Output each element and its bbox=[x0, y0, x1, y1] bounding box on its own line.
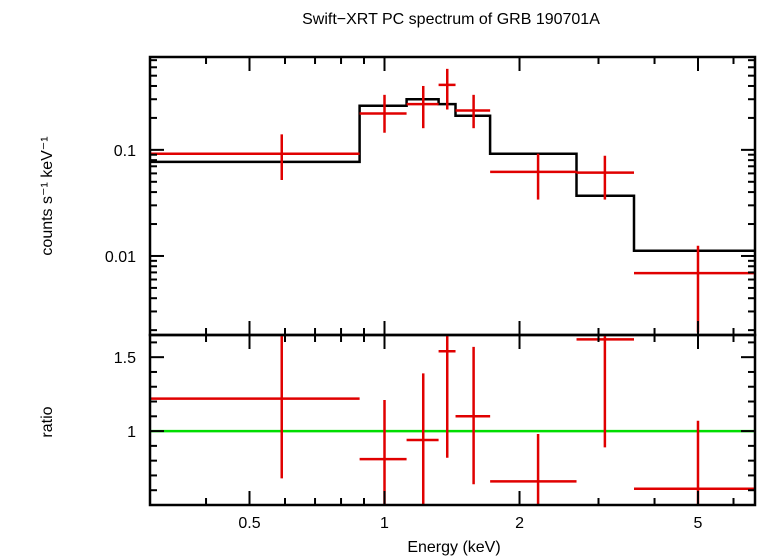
y-tick-label: 0.01 bbox=[105, 249, 136, 266]
ratio-data-point-3 bbox=[406, 373, 439, 505]
spectrum-y-axis-label: counts s⁻¹ keV⁻¹ bbox=[39, 136, 56, 255]
model-step-line bbox=[150, 97, 755, 253]
y-tick-label: 1 bbox=[127, 424, 136, 441]
ratio-data-point-6 bbox=[490, 434, 577, 505]
ratio-data-point-5 bbox=[455, 346, 491, 485]
ratio-data-point-2 bbox=[359, 400, 407, 505]
spectrum-data-point-1 bbox=[150, 134, 360, 180]
spectrum-data-point-5 bbox=[455, 94, 491, 129]
spectrum-panel: 0.1 0.01 bbox=[105, 55, 757, 337]
x-tick-label: 2 bbox=[515, 515, 524, 532]
spectrum-data-point-8 bbox=[634, 245, 755, 333]
y-tick-label: 1.5 bbox=[114, 350, 136, 367]
spectrum-data-point-2 bbox=[359, 94, 407, 133]
x-tick-label: 0.5 bbox=[238, 515, 260, 532]
panel-frame bbox=[148, 333, 757, 507]
x-axis-label: Energy (keV) bbox=[407, 539, 500, 556]
spectrum-data-point-3 bbox=[406, 85, 439, 129]
ratio-data-point-7 bbox=[576, 335, 635, 448]
y-tick-label: 0.1 bbox=[114, 143, 136, 160]
ratio-data-point-8 bbox=[634, 420, 755, 505]
spectrum-data-point-4 bbox=[438, 68, 456, 110]
ratio-y-axis-label: ratio bbox=[39, 406, 56, 437]
panel-frame bbox=[148, 55, 757, 337]
ratio-data-point-4 bbox=[438, 335, 456, 458]
ratio-panel: 11.5 bbox=[114, 333, 757, 507]
x-tick-label: 5 bbox=[694, 515, 703, 532]
x-tick-label: 1 bbox=[380, 515, 389, 532]
ratio-data-point-1 bbox=[150, 335, 360, 479]
chart-title: Swift−XRT PC spectrum of GRB 190701A bbox=[302, 11, 600, 28]
spectrum-data-point-6 bbox=[490, 153, 577, 200]
spectrum-data-point-7 bbox=[576, 155, 635, 200]
